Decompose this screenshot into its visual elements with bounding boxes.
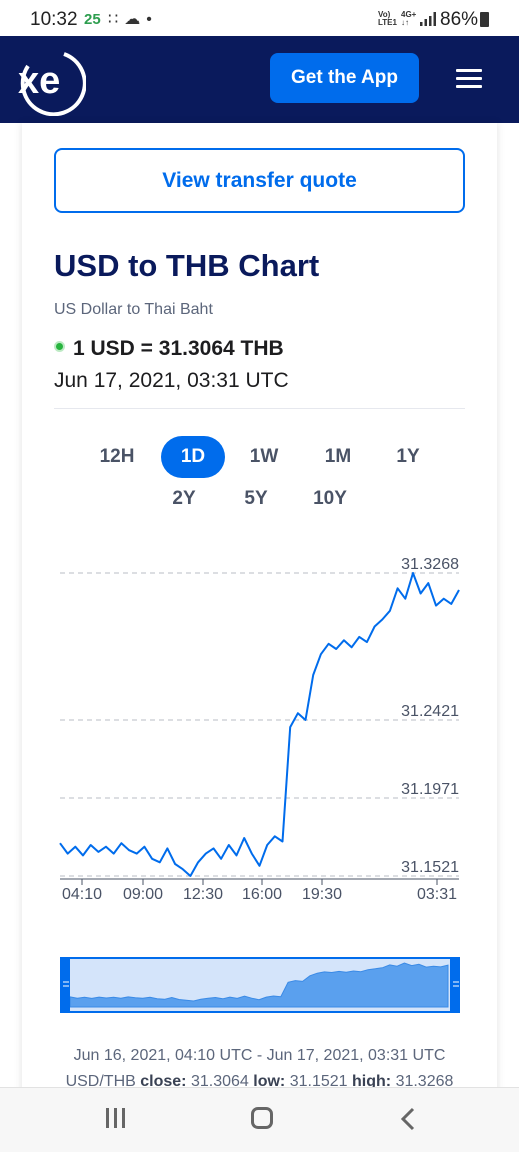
recent-apps-icon[interactable]	[106, 1108, 130, 1130]
summary-stats: USD/THB close: 31.3064 low: 31.1521 high…	[0, 1073, 519, 1091]
y-tick-label: 31.1521	[401, 859, 459, 876]
rate-series-line	[59, 572, 460, 877]
system-navigation-bar	[0, 1087, 519, 1152]
content-card	[22, 123, 497, 1123]
navigator-left-handle[interactable]	[60, 957, 70, 1013]
navigator-area	[69, 962, 449, 1008]
tab-1w[interactable]: 1W	[232, 436, 296, 478]
xe-logo[interactable]: xe	[14, 44, 86, 116]
x-tick-label: 04:10	[62, 886, 102, 903]
tab-1m[interactable]: 1M	[306, 436, 370, 478]
status-time: 10:32	[30, 9, 78, 30]
live-indicator-icon	[54, 341, 65, 352]
tab-10y[interactable]: 10Y	[298, 478, 362, 520]
site-header: xe Get the App	[0, 36, 519, 123]
battery-icon	[480, 12, 489, 27]
high-value: 31.3268	[395, 1073, 454, 1090]
date-range-text: Jun 16, 2021, 04:10 UTC - Jun 17, 2021, …	[73, 1047, 446, 1064]
x-tick-label: 03:31	[417, 886, 457, 903]
high-label: high:	[352, 1073, 392, 1090]
y-tick-label: 31.3268	[401, 556, 459, 573]
close-value: 31.3064	[190, 1073, 249, 1090]
hamburger-menu-icon[interactable]	[456, 69, 482, 89]
divider	[54, 408, 465, 409]
current-rate: 1 USD = 31.3064 THB	[54, 337, 284, 361]
home-icon[interactable]	[251, 1107, 273, 1129]
status-bar: 10:32 25 ∷☁• Vo) LTE1 4G+ ↓↑ 86%	[0, 0, 519, 36]
x-tick-label: 19:30	[302, 886, 342, 903]
x-tick-label: 16:00	[242, 886, 282, 903]
volte-indicator: Vo) LTE1	[378, 10, 397, 27]
x-tick-label: 09:00	[123, 886, 163, 903]
rate-text: 1 USD = 31.3064 THB	[73, 337, 284, 360]
x-tick-label: 12:30	[183, 886, 223, 903]
chart-subtitle: US Dollar to Thai Baht	[54, 301, 213, 318]
dot-icon: •	[146, 11, 158, 28]
notification-icons: ∷☁•	[108, 9, 158, 29]
rate-line-chart[interactable]: 31.3268 31.2421 31.1971 31.1521 04:10 09:00 12…	[54, 540, 465, 910]
dots-grid-icon: ∷	[108, 11, 125, 28]
view-transfer-quote-button[interactable]: View transfer quote	[54, 148, 465, 213]
back-icon[interactable]	[398, 1106, 420, 1132]
notification-badge: 25	[84, 11, 101, 28]
cloud-icon: ☁	[124, 11, 147, 28]
battery-percent: 86%	[440, 9, 479, 30]
navigator-right-handle[interactable]	[450, 957, 460, 1013]
signal-icon	[420, 12, 436, 26]
low-value: 31.1521	[289, 1073, 348, 1090]
get-the-app-button[interactable]: Get the App	[270, 53, 419, 103]
pair-label: USD/THB	[65, 1073, 136, 1090]
tab-12h[interactable]: 12H	[85, 436, 149, 478]
tab-5y[interactable]: 5Y	[224, 478, 288, 520]
rate-timestamp: Jun 17, 2021, 03:31 UTC	[54, 369, 289, 392]
network-type-indicator: 4G+ ↓↑	[401, 10, 417, 27]
close-label: close:	[140, 1073, 187, 1090]
tab-1d[interactable]: 1D	[161, 436, 225, 478]
y-tick-label: 31.2421	[401, 703, 459, 720]
tab-2y[interactable]: 2Y	[152, 478, 216, 520]
chart-title: USD to THB Chart	[54, 248, 320, 283]
svg-text:xe: xe	[18, 60, 60, 102]
tab-1y[interactable]: 1Y	[376, 436, 440, 478]
low-label: low:	[253, 1073, 286, 1090]
y-tick-label: 31.1971	[401, 781, 459, 798]
chart-navigator[interactable]	[60, 957, 460, 1013]
